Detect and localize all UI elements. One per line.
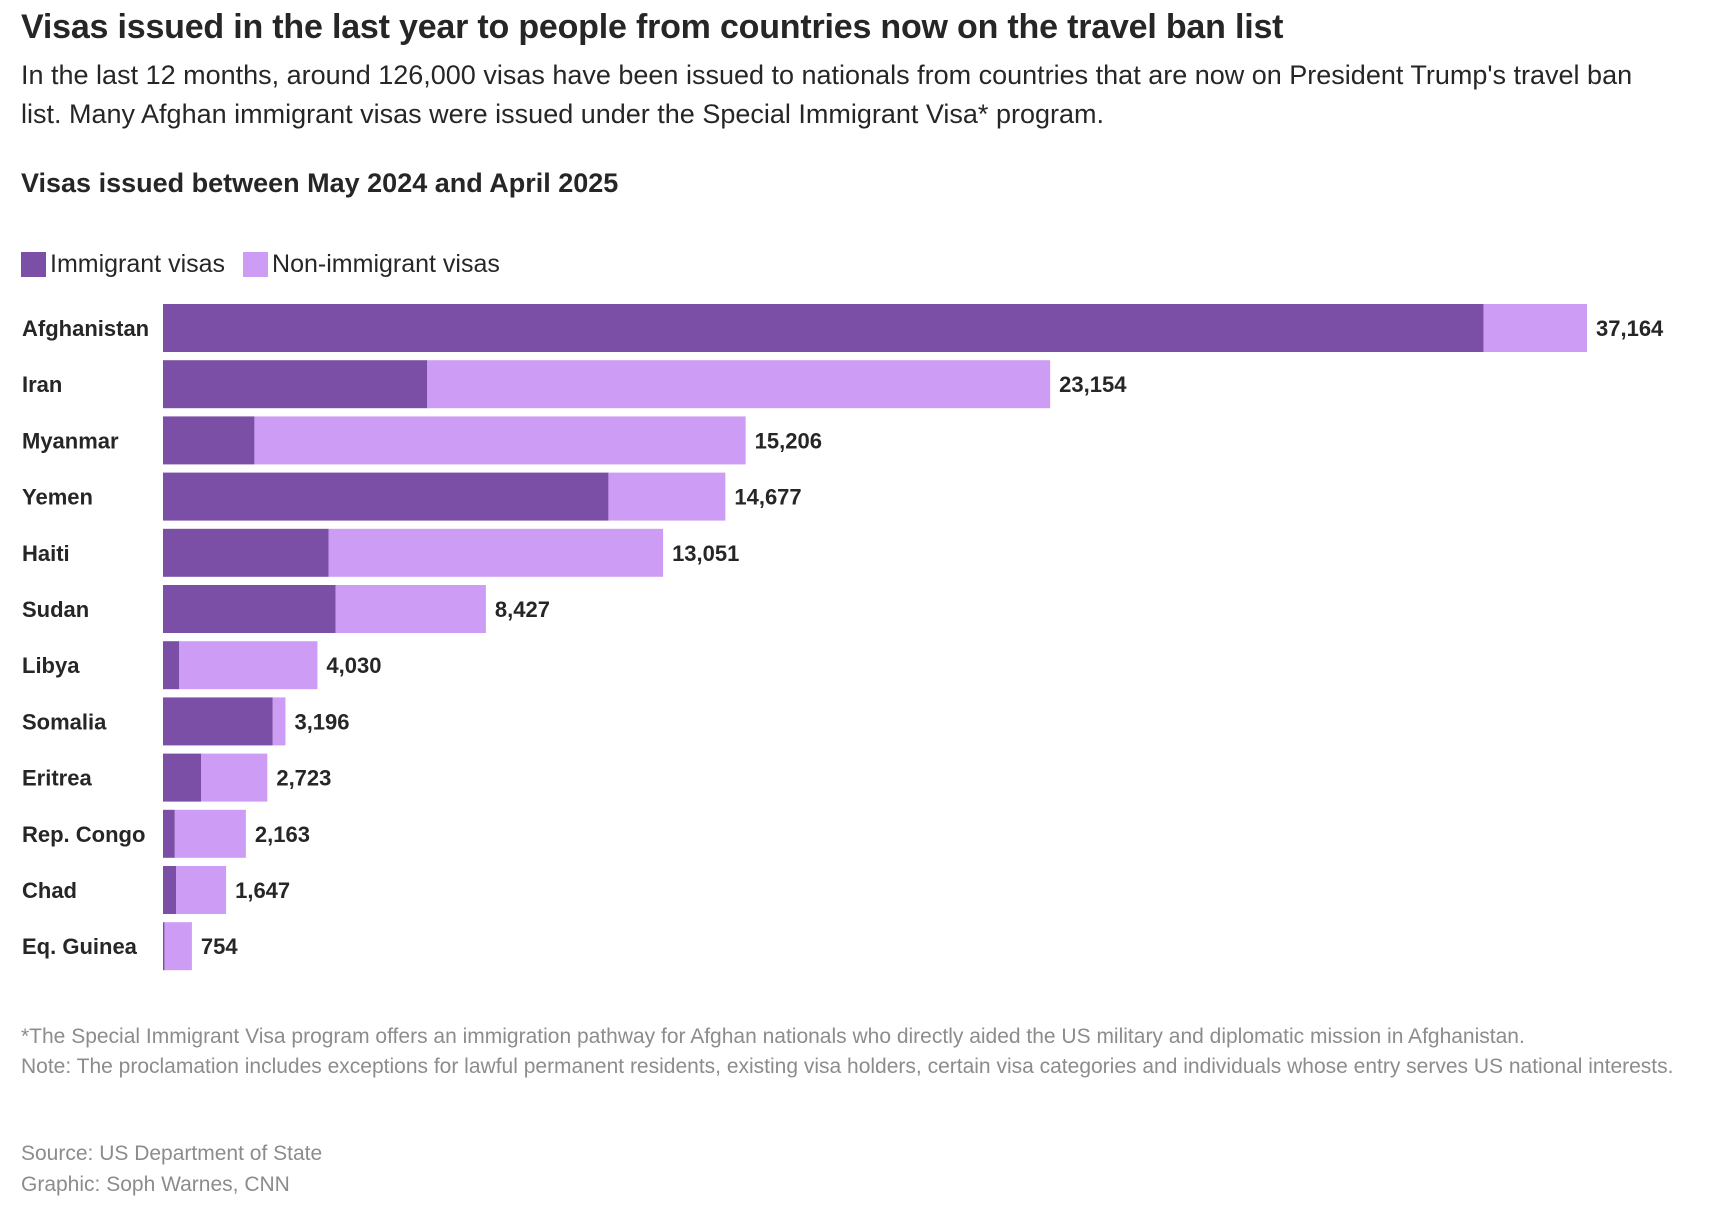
bar-segment-immigrant bbox=[163, 472, 609, 521]
bar-row: Sudan 8,427 bbox=[22, 585, 550, 633]
bar-segment-immigrant bbox=[163, 416, 255, 465]
bar-segment-non-immigrant bbox=[335, 585, 486, 633]
footnote-sia: *The Special Immigrant Visa program offe… bbox=[21, 1025, 1525, 1048]
category-label: Somalia bbox=[22, 709, 107, 734]
total-label: 37,164 bbox=[1596, 316, 1664, 341]
total-label: 15,206 bbox=[755, 428, 822, 453]
chart-subtitle: In the last 12 months, around 126,000 vi… bbox=[21, 60, 1633, 129]
total-label: 23,154 bbox=[1059, 372, 1127, 397]
bar-segment-non-immigrant bbox=[174, 809, 246, 858]
bar-segment-non-immigrant bbox=[272, 697, 286, 746]
bar-row: Iran 23,154 bbox=[22, 360, 1127, 409]
total-label: 2,723 bbox=[276, 766, 331, 791]
category-label: Yemen bbox=[22, 485, 93, 510]
total-label: 13,051 bbox=[672, 541, 739, 566]
bar-row: Haiti 13,051 bbox=[22, 528, 739, 577]
bar-segment-immigrant bbox=[163, 922, 165, 971]
bar-segment-non-immigrant bbox=[176, 866, 227, 914]
bar-segment-non-immigrant bbox=[1483, 304, 1587, 352]
total-label: 3,196 bbox=[294, 709, 349, 734]
bar-row: Yemen 14,677 bbox=[22, 472, 802, 521]
chart-title: Visas issued in the last year to people … bbox=[21, 8, 1284, 46]
total-label: 1,647 bbox=[235, 878, 290, 903]
bar-row: Afghanistan 37,164 bbox=[22, 304, 1664, 352]
bar-segment-non-immigrant bbox=[328, 528, 664, 577]
category-label: Sudan bbox=[22, 597, 89, 622]
category-label: Haiti bbox=[22, 541, 70, 566]
source-credits: Source: US Department of State Graphic: … bbox=[21, 1138, 322, 1200]
bar-row: Eritrea 2,723 bbox=[22, 753, 331, 802]
total-label: 2,163 bbox=[255, 822, 310, 847]
bar-segment-non-immigrant bbox=[164, 922, 192, 971]
category-label: Afghanistan bbox=[22, 316, 149, 341]
bar-row: Chad 1,647 bbox=[22, 866, 290, 914]
category-label: Libya bbox=[22, 653, 80, 678]
bar-row: Libya 4,030 bbox=[22, 641, 381, 690]
bar-segment-immigrant bbox=[163, 304, 1484, 352]
legend-label-immigrant: Immigrant visas bbox=[50, 249, 226, 278]
bar-row: Rep. Congo 2,163 bbox=[22, 809, 310, 858]
total-label: 8,427 bbox=[495, 597, 550, 622]
total-label: 4,030 bbox=[326, 653, 381, 678]
source-line: Source: US Department of State bbox=[21, 1142, 323, 1165]
bar-segment-non-immigrant bbox=[201, 753, 268, 802]
category-label: Eq. Guinea bbox=[22, 934, 138, 959]
bar-row: Eq. Guinea 754 bbox=[22, 922, 238, 971]
legend-label-non-immigrant: Non-immigrant visas bbox=[272, 249, 500, 278]
bar-segment-immigrant bbox=[163, 641, 180, 690]
category-label: Myanmar bbox=[22, 428, 119, 453]
category-label: Iran bbox=[22, 372, 62, 397]
total-label: 14,677 bbox=[734, 485, 801, 510]
legend-swatch-immigrant bbox=[21, 251, 46, 277]
legend: Immigrant visas Non-immigrant visas bbox=[21, 248, 518, 280]
category-label: Chad bbox=[22, 878, 77, 903]
category-label: Rep. Congo bbox=[22, 822, 145, 847]
total-label: 754 bbox=[201, 934, 238, 959]
legend-swatch-non-immigrant bbox=[243, 251, 269, 277]
footnote: *The Special Immigrant Visa program offe… bbox=[21, 1022, 1681, 1082]
bar-segment-immigrant bbox=[163, 809, 175, 858]
bar-row: Myanmar 15,206 bbox=[22, 416, 822, 465]
bar-segment-immigrant bbox=[163, 753, 202, 802]
bar-segment-non-immigrant bbox=[427, 360, 1051, 409]
bar-segment-non-immigrant bbox=[254, 416, 746, 465]
legend-item-non-immigrant: Non-immigrant visas bbox=[243, 250, 500, 279]
bar-chart: Afghanistan 37,164 Iran 23,154 Myanmar 15,206… bbox=[22, 304, 1664, 971]
bar-segment-immigrant bbox=[163, 528, 329, 577]
bar-segment-immigrant bbox=[163, 866, 177, 914]
category-label: Eritrea bbox=[22, 766, 92, 791]
bar-segment-non-immigrant bbox=[179, 641, 318, 690]
chart-heading: Visas issued between May 2024 and April … bbox=[21, 168, 619, 198]
bar-segment-immigrant bbox=[163, 360, 428, 409]
legend-item-immigrant: Immigrant visas bbox=[21, 250, 225, 279]
footnote-note: Note: The proclamation includes exceptio… bbox=[21, 1055, 1674, 1078]
bar-segment-immigrant bbox=[163, 585, 336, 633]
bar-row: Somalia 3,196 bbox=[22, 697, 350, 746]
bar-segment-non-immigrant bbox=[608, 472, 726, 521]
bar-segment-immigrant bbox=[163, 697, 273, 746]
graphic-credit: Graphic: Soph Warnes, CNN bbox=[21, 1173, 290, 1196]
